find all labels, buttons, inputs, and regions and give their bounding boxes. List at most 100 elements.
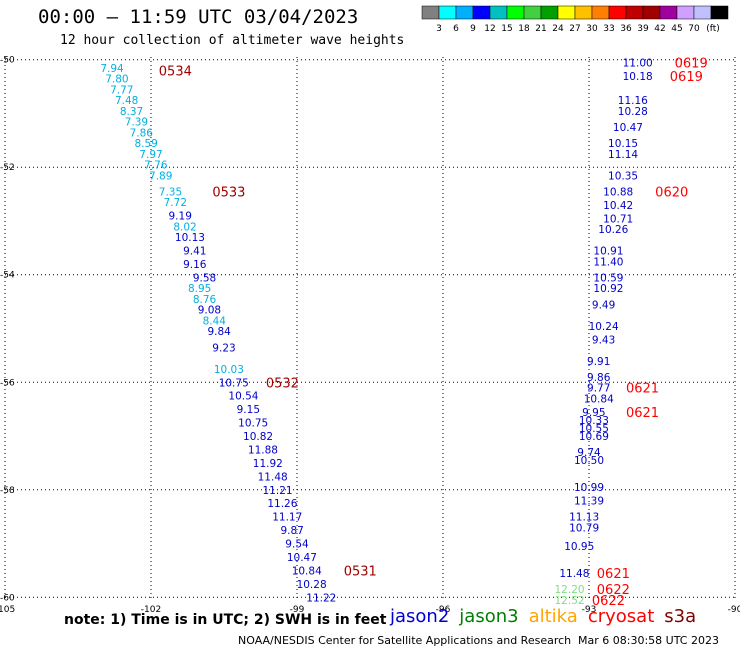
x-tick-label: -96 bbox=[436, 605, 451, 615]
legend-swatch bbox=[557, 5, 576, 20]
pass-time-label: 0534 bbox=[159, 64, 192, 79]
y-tick-label: -58 bbox=[0, 486, 15, 496]
wave-height-point: 9.58 bbox=[193, 272, 216, 284]
wave-height-point: 9.23 bbox=[212, 342, 235, 354]
legend-swatch bbox=[438, 5, 457, 20]
pass-time-label: 0619 bbox=[670, 70, 703, 85]
wave-height-point: 10.69 bbox=[579, 431, 609, 443]
legend-swatch bbox=[676, 5, 695, 20]
wave-height-point: 9.43 bbox=[592, 334, 615, 346]
wave-height-point: 9.87 bbox=[280, 525, 303, 537]
chart-axes: -105 -102 -99 -96 -93 -90 -50 -52 -54 -56 -58 -60 bbox=[0, 56, 740, 615]
wave-height-point: 10.84 bbox=[292, 565, 322, 577]
wave-height-point: 11.16 bbox=[618, 95, 648, 107]
satellite-label: s3a bbox=[664, 606, 697, 627]
satellite-label: cryosat bbox=[587, 606, 655, 627]
y-tick-label: -54 bbox=[0, 271, 15, 281]
legend-swatch bbox=[489, 5, 508, 20]
wave-height-point: 8.76 bbox=[193, 294, 217, 306]
wave-height-point: 9.95 bbox=[582, 407, 605, 419]
wave-height-point: 9.19 bbox=[169, 211, 192, 223]
y-tick-label: -56 bbox=[0, 378, 15, 388]
wave-height-point: 7.97 bbox=[139, 149, 162, 161]
legend-tick-label: 15 bbox=[501, 24, 512, 34]
legend-tick-label: 9 bbox=[470, 24, 476, 34]
legend-tick-label: 18 bbox=[518, 24, 530, 34]
legend-tick-label: 21 bbox=[535, 24, 546, 34]
wave-height-point: 10.26 bbox=[598, 224, 628, 236]
legend-tick-label: 36 bbox=[620, 24, 632, 34]
wave-height-point: 10.84 bbox=[584, 393, 614, 405]
wave-height-point: 11.48 bbox=[258, 471, 288, 483]
wave-height-point: 7.89 bbox=[149, 170, 172, 182]
legend-tick-label: 12 bbox=[484, 24, 495, 34]
wave-height-point: 10.82 bbox=[243, 431, 273, 443]
wave-height-point: 8.59 bbox=[134, 138, 157, 150]
wave-height-point: 9.77 bbox=[587, 383, 610, 395]
wave-height-point: 11.48 bbox=[559, 568, 589, 580]
wave-height-point: 10.59 bbox=[593, 272, 623, 284]
footer-note: note: 1) Time is in UTC; 2) SWH is in fe… bbox=[64, 612, 387, 628]
y-tick-label: -52 bbox=[0, 163, 15, 173]
wave-height-point: 7.72 bbox=[164, 197, 187, 209]
wave-height-point: 11.88 bbox=[248, 444, 278, 456]
wave-height-point: 11.92 bbox=[253, 458, 283, 470]
legend-tick-label: 33 bbox=[603, 24, 614, 34]
legend-tick-label: 45 bbox=[671, 24, 682, 34]
wave-height-point: 7.80 bbox=[105, 74, 128, 86]
wave-height-point: 10.54 bbox=[228, 391, 258, 403]
wave-height-point: 10.35 bbox=[608, 170, 638, 182]
page-title: 00:00 — 11:59 UTC 03/04/2023 bbox=[38, 6, 359, 28]
y-tick-label: -50 bbox=[0, 56, 15, 66]
wave-height-point: 10.71 bbox=[603, 213, 633, 225]
wave-height-point: 12.52 bbox=[555, 595, 585, 607]
wave-height-point: 10.03 bbox=[214, 364, 244, 376]
x-tick-label: -105 bbox=[0, 605, 15, 615]
legend-swatch bbox=[506, 5, 525, 20]
wave-height-point: 10.79 bbox=[569, 522, 599, 534]
pass-time-label: 0532 bbox=[266, 376, 299, 391]
pass-time-label: 0619 bbox=[675, 56, 708, 71]
x-tick-label: -93 bbox=[582, 605, 597, 615]
y-tick-label: -60 bbox=[0, 593, 15, 603]
wave-height-point: 8.02 bbox=[173, 221, 196, 233]
wave-height-point: 12.20 bbox=[555, 584, 585, 596]
wave-height-point: 9.74 bbox=[577, 447, 601, 459]
wave-height-point: 9.86 bbox=[587, 372, 611, 384]
wave-height-point: 11.39 bbox=[574, 496, 604, 508]
satellite-legend: jason2 jason3 altika cryosat s3a bbox=[390, 606, 706, 627]
pass-time-label: 0621 bbox=[626, 406, 659, 421]
legend-tick-label: 70 bbox=[688, 24, 700, 34]
legend-tick-label: 27 bbox=[569, 24, 580, 34]
legend-swatch bbox=[574, 5, 593, 20]
wave-height-point: 8.95 bbox=[188, 283, 211, 295]
wave-height-point: 9.16 bbox=[183, 259, 207, 271]
wave-height-point: 7.39 bbox=[125, 117, 148, 129]
pass-time-label: 0620 bbox=[655, 185, 688, 200]
wave-height-point: 7.48 bbox=[115, 95, 138, 107]
wave-height-point: 10.28 bbox=[297, 579, 327, 591]
legend-swatch bbox=[523, 5, 542, 20]
wave-height-point: 11.21 bbox=[263, 485, 293, 497]
wave-height-point: 10.95 bbox=[564, 541, 594, 553]
wave-height-point: 7.35 bbox=[159, 186, 182, 198]
wave-height-point: 10.50 bbox=[574, 455, 604, 467]
wave-height-point: 7.94 bbox=[100, 63, 124, 75]
pass-time-label: 0531 bbox=[344, 564, 377, 579]
x-tick-label: -99 bbox=[290, 605, 305, 615]
legend-swatch bbox=[591, 5, 610, 20]
legend-swatch bbox=[642, 5, 661, 20]
wave-height-point: 8.44 bbox=[203, 315, 227, 327]
legend-tick-label: 39 bbox=[637, 24, 649, 34]
satellite-label: jason3 bbox=[459, 606, 519, 627]
wave-height-point: 7.76 bbox=[144, 160, 168, 172]
legend-swatch bbox=[421, 5, 440, 20]
wave-height-point: 9.49 bbox=[592, 299, 615, 311]
wave-height-point: 10.91 bbox=[593, 246, 623, 258]
legend-tick-label: 30 bbox=[586, 24, 598, 34]
chart-points: 7.947.807.777.488.377.397.868.597.977.76… bbox=[100, 57, 652, 607]
wave-height-point: 11.40 bbox=[593, 256, 623, 268]
wave-height-point: 11.13 bbox=[569, 512, 599, 524]
